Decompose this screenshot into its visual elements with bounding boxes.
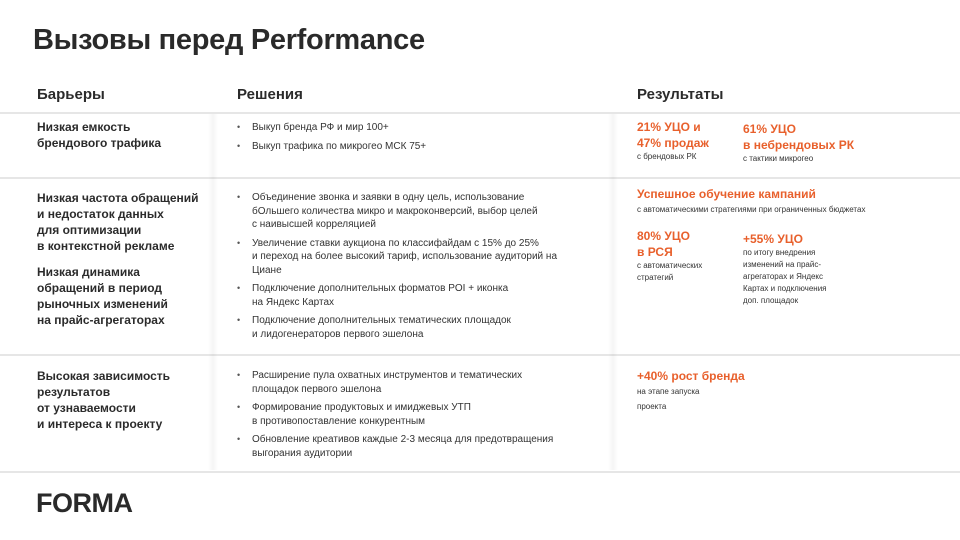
- forma-logo: FORMA: [36, 488, 133, 518]
- result-caption: с брендовых РК: [637, 152, 697, 161]
- result-value: 61% УЦО в небрендовых РК: [743, 122, 855, 152]
- result-block: 21% УЦО и 47% продаж с брендовых РК: [637, 119, 709, 163]
- page-title: Вызовы перед Performance: [33, 24, 425, 56]
- result-block: Успешное обучение кампаний с автоматичес…: [637, 186, 865, 216]
- solution-item: Формирование продуктовых и имиджевых УТП…: [237, 401, 612, 428]
- solution-item: Подключение дополнительных форматов POI …: [237, 282, 612, 309]
- solution-item: Увеличение ставки аукциона по классифайд…: [237, 237, 612, 278]
- barrier-text: Низкая частота обращений и недостаток да…: [37, 191, 199, 253]
- solutions-list: Выкуп бренда РФ и мир 100+ Выкуп трафика …: [237, 121, 612, 158]
- result-block: 80% УЦО в РСЯ с автоматических стратегий: [637, 228, 702, 284]
- header-results: Результаты: [637, 86, 724, 103]
- barrier-text: Низкая динамика обращений в период рыноч…: [37, 265, 168, 327]
- result-value: +55% УЦО: [743, 232, 803, 246]
- result-block: +55% УЦО по итогу внедрения изменений на…: [743, 231, 827, 307]
- divider: [0, 177, 960, 179]
- result-caption: с тактики микрогео: [743, 154, 814, 163]
- result-block: 61% УЦО в небрендовых РК с тактики микро…: [743, 121, 854, 165]
- result-caption: на этапе запуска проекта: [637, 387, 700, 411]
- divider: [0, 112, 960, 114]
- barrier-text: Низкая емкость брендового трафика: [37, 120, 162, 150]
- solution-item: Объединение звонка и заявки в одну цель,…: [237, 191, 612, 232]
- result-caption: с автоматических стратегий: [637, 261, 703, 282]
- header-barriers: Барьеры: [37, 86, 105, 103]
- result-value: 21% УЦО и 47% продаж: [637, 120, 709, 150]
- solution-item: Подключение дополнительных тематических …: [237, 314, 612, 341]
- solutions-list: Расширение пула охватных инструментов и …: [237, 369, 612, 465]
- barrier-text: Высокая зависимость результатов от узнав…: [37, 369, 171, 431]
- result-caption: по итогу внедрения изменений на прайс- а…: [743, 248, 827, 305]
- column-separator: [208, 114, 218, 470]
- result-value: 80% УЦО в РСЯ: [637, 229, 690, 259]
- result-caption: с автоматическими стратегиями при ограни…: [637, 205, 866, 214]
- solution-item: Выкуп бренда РФ и мир 100+: [237, 121, 612, 135]
- solution-item: Выкуп трафика по микрогео МСК 75+: [237, 140, 612, 154]
- result-value: +40% рост бренда: [637, 369, 745, 383]
- result-block: +40% рост бренда на этапе запуска проект…: [637, 368, 745, 414]
- divider: [0, 354, 960, 356]
- solution-item: Обновление креативов каждые 2-3 месяца д…: [237, 433, 612, 460]
- header-solutions: Решения: [237, 86, 303, 103]
- solution-item: Расширение пула охватных инструментов и …: [237, 369, 612, 396]
- divider: [0, 471, 960, 473]
- column-separator: [608, 114, 618, 470]
- solutions-list: Объединение звонка и заявки в одну цель,…: [237, 191, 612, 346]
- result-value: Успешное обучение кампаний: [637, 187, 816, 201]
